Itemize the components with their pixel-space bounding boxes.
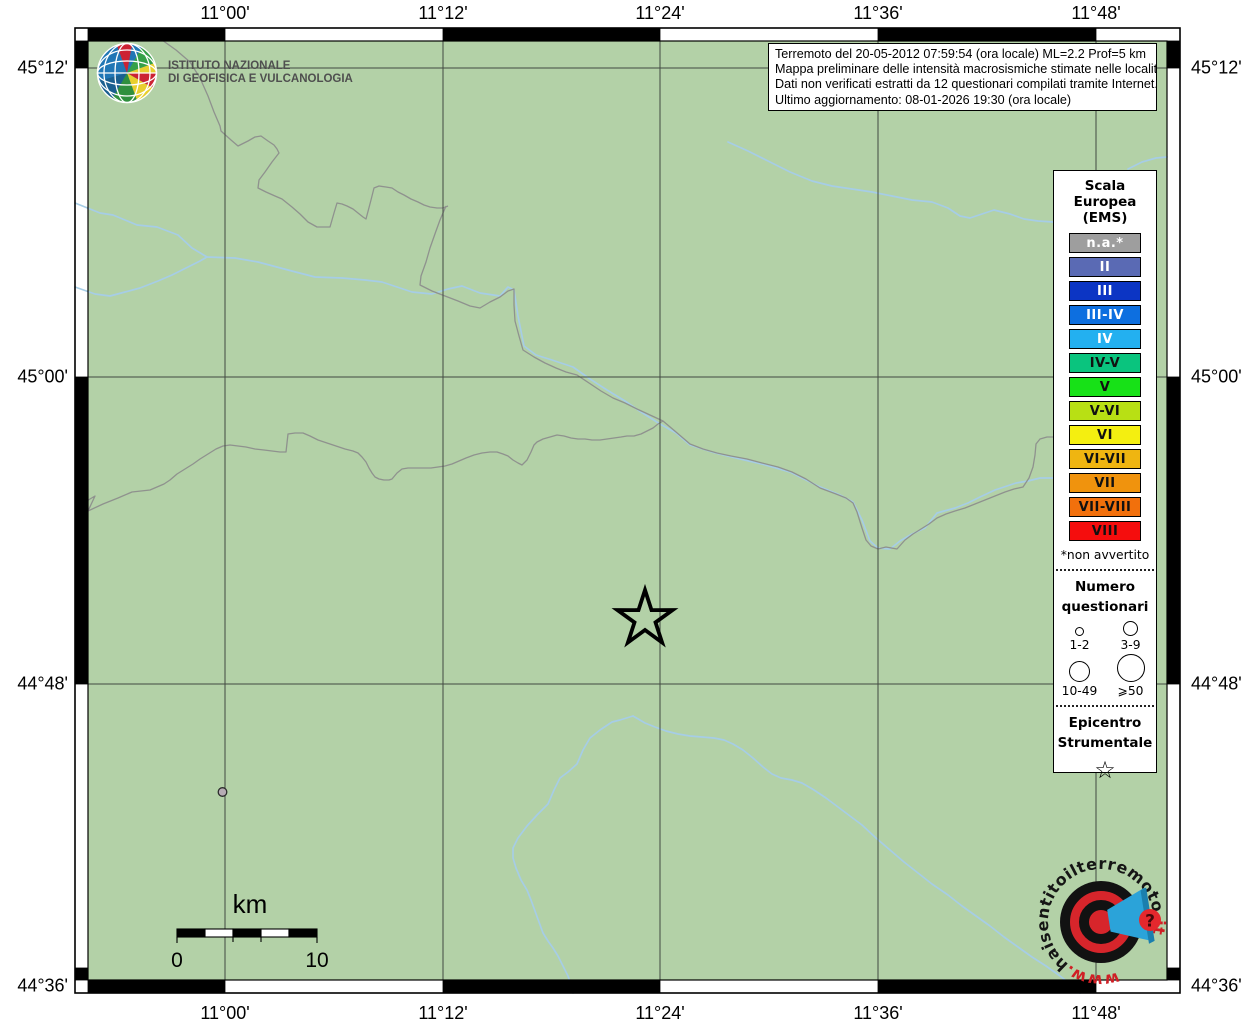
legend-footnote: *non avvertito (1060, 548, 1150, 562)
size-label-1-2: 1-2 (1069, 638, 1090, 652)
axis-label-top-3: 11°36' (853, 3, 903, 23)
ems-item-vi: VI (1069, 425, 1141, 445)
axis-label-right-0: 45°12' (1191, 57, 1242, 78)
ems-item-na: n.a.* (1069, 233, 1141, 253)
epicenter-legend-title: Epicentro Strumentale (1057, 715, 1153, 751)
event-info-line-4: Ultimo aggiornamento: 08-01-2026 19:30 (… (775, 92, 1072, 107)
ems-item-vii-viii: VII-VIII (1069, 497, 1141, 517)
river-line (727, 141, 1054, 223)
size-label-10-49: 10-49 (1061, 684, 1098, 698)
ems-item-ii: II (1069, 257, 1141, 277)
axis-label-bottom-2: 11°24' (635, 1003, 685, 1023)
river-line (74, 256, 208, 297)
axis-label-left-0: 45°12' (17, 57, 68, 78)
ems-item-vii: VII (1069, 473, 1141, 493)
size-label-3-9: 3-9 (1120, 638, 1141, 652)
legend-title: Scala Europea (EMS) (1073, 178, 1137, 226)
ems-item-iv: IV (1069, 329, 1141, 349)
questionnaire-size-key: 1-2 3-9 10-49 ⩾50 (1054, 621, 1156, 698)
boundaries (74, 29, 1053, 550)
scale-bar-end: 10 (305, 949, 328, 972)
ems-item-v-vi: V-VI (1069, 401, 1141, 421)
size-class-1-2: 1-2 (1054, 621, 1105, 652)
ingv-name-line1: ISTITUTO NAZIONALE (168, 59, 291, 72)
axis-label-top-4: 11°48' (1071, 3, 1121, 23)
ingv-name-line2: DI GEOFISICA E VULCANOLOGIA (168, 73, 353, 85)
size-class-10-49: 10-49 (1054, 654, 1105, 698)
ingv-logo: ISTITUTO NAZIONALE DI GEOFISICA E VULCAN… (96, 42, 353, 104)
river-line (632, 715, 1081, 994)
size-class-50plus: ⩾50 (1105, 654, 1156, 698)
map-land (88, 41, 1167, 980)
ems-item-iv-v: IV-V (1069, 353, 1141, 373)
axis-label-right-2: 44°48' (1191, 673, 1242, 694)
boundary-line (74, 420, 664, 512)
axis-label-left-1: 45°00' (17, 366, 68, 387)
epicenter-star-icon: ☆ (1094, 756, 1116, 784)
event-info-line-1: Terremoto del 20-05-2012 07:59:54 (ora l… (775, 47, 1147, 61)
river-line (512, 715, 634, 994)
boundary-line (419, 205, 1053, 550)
ems-item-viii: VIII (1069, 521, 1141, 541)
river-line (1127, 156, 1168, 170)
legend-divider (1056, 569, 1154, 571)
epicenter-star (611, 583, 679, 648)
axis-label-bottom-3: 11°36' (853, 1003, 903, 1023)
axis-label-top-2: 11°24' (635, 3, 685, 23)
event-info-line-2: Mappa preliminare delle intensità macros… (775, 62, 1157, 77)
ems-item-iii-iv: III-IV (1069, 305, 1141, 325)
axis-label-right-1: 45°00' (1191, 366, 1242, 387)
axis-label-left-2: 44°48' (17, 673, 68, 694)
ems-item-iii: III (1069, 281, 1141, 301)
axis-label-bottom-4: 11°48' (1071, 1003, 1121, 1023)
size-circle-3-9-icon (1123, 621, 1138, 636)
ems-item-v: V (1069, 377, 1141, 397)
axis-label-bottom-1: 11°12' (418, 1003, 468, 1023)
scale-bar-start: 0 (171, 949, 183, 972)
event-info-line-3: Dati non verificati estratti da 12 quest… (775, 77, 1157, 92)
event-info-box: Terremoto del 20-05-2012 07:59:54 (ora l… (768, 43, 1157, 111)
map-frame-inner (87, 40, 1168, 981)
legend-divider (1056, 705, 1154, 707)
axis-label-bottom-0: 11°00' (200, 1003, 250, 1023)
ems-scale-list: n.a.* II III III-IV IV IV-V V V-VI VI VI… (1054, 233, 1156, 541)
map-frame-outer (74, 27, 1181, 994)
scale-bar-unit: km (233, 889, 268, 919)
gridlines (88, 41, 1167, 980)
ingv-logo-text: ISTITUTO NAZIONALE DI GEOFISICA E VULCAN… (168, 60, 353, 87)
scale-bar: km 0 10 (171, 889, 329, 972)
ingv-globe-icon (96, 42, 158, 104)
size-class-3-9: 3-9 (1105, 621, 1156, 652)
axis-label-left-3: 44°36' (17, 975, 68, 996)
site-logo-question-badge: ? (1139, 909, 1161, 932)
size-label-50plus: ⩾50 (1117, 684, 1144, 698)
axis-label-top-0: 11°00' (200, 3, 250, 23)
axis-label-top-1: 11°12' (418, 3, 468, 23)
size-circle-50plus-icon (1116, 654, 1145, 682)
locality-marker-na (217, 787, 228, 797)
axis-label-right-3: 44°36' (1191, 975, 1242, 996)
question-mark-icon: ? (1145, 912, 1155, 932)
haisentitoilterremoto-logo: www.haisentitoilterremoto.it ? (1027, 848, 1175, 996)
ems-item-vi-vii: VI-VII (1069, 449, 1141, 469)
legend-panel: Scala Europea (EMS) n.a.* II III III-IV … (1053, 170, 1157, 783)
size-circle-10-49-icon (1069, 661, 1090, 682)
size-circle-1-2-icon (1075, 627, 1084, 636)
questionnaire-count-title: Numero questionari (1061, 579, 1149, 615)
boundary-line (147, 29, 449, 228)
